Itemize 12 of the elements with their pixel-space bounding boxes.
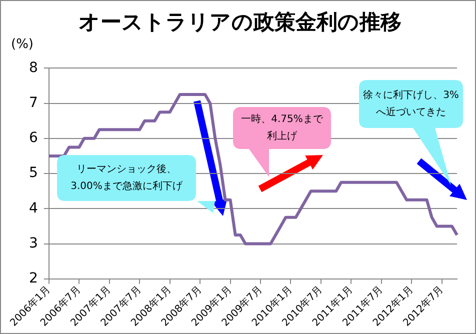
y-tick-label: 7	[28, 94, 38, 111]
annotation: リーマンショック後、3.00%まで急激に利下げ	[70, 163, 184, 194]
y-tick-label: 2	[28, 270, 38, 287]
y-tick-label: 6	[28, 130, 38, 146]
chart-title: オーストラリアの政策金利の推移	[78, 10, 402, 34]
annotation: 徐々に利下げし、3%へ近づいてきた	[362, 88, 460, 120]
y-axis-title: (%)	[11, 37, 34, 52]
annotation: 一時、4.75%まで利上げ	[240, 112, 324, 144]
y-tick-label: 5	[28, 165, 38, 182]
y-tick-label: 4	[28, 200, 38, 216]
y-tick-label: 8	[28, 60, 38, 76]
y-tick-label: 3	[28, 235, 38, 252]
